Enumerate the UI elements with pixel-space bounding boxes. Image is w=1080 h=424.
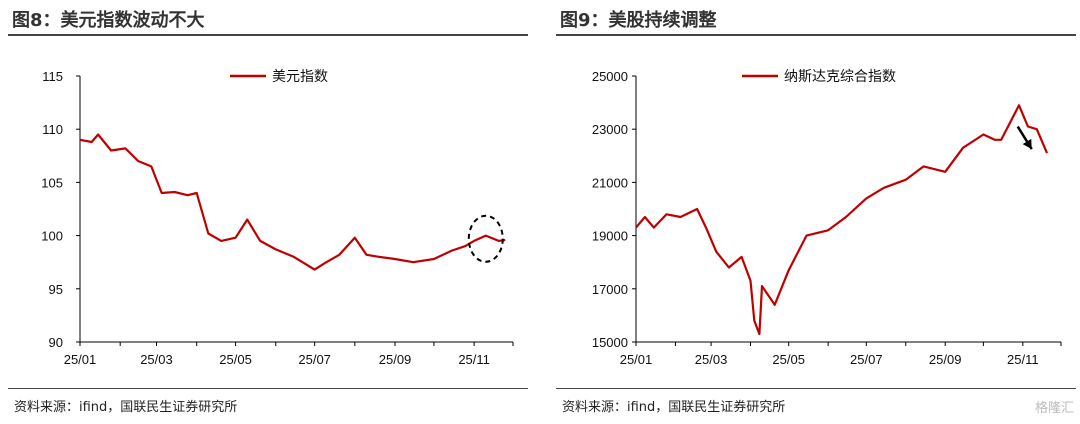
y-tick-label: 15000: [592, 335, 628, 350]
trend-arrow-head: [1022, 138, 1032, 150]
right-source-note: 资料来源：ifind，国联民生证券研究所: [562, 400, 786, 415]
right-title-rule: [556, 34, 1076, 36]
left-figure-title: 图8：美元指数波动不大: [12, 10, 205, 31]
y-tick-label: 95: [49, 282, 63, 297]
right-figure-panel: 图9：美股持续调整 15000 17000 19000 21000 23000 25000…: [556, 0, 1076, 424]
right-figure-title: 图9：美股持续调整: [560, 10, 717, 31]
x-tick-label: 25/03: [140, 352, 173, 367]
left-source-note: 资料来源：ifind，国联民生证券研究所: [14, 400, 238, 415]
y-tick-label: 110: [42, 122, 63, 137]
y-tick-label: 105: [41, 175, 63, 190]
right-source-rule: [556, 388, 1076, 389]
legend-label: 纳斯达克综合指数: [784, 69, 896, 85]
dollar-index-chart: 90 95 100 105 110 115 25/01 25/03 25/05 25/07 25/0…: [41, 69, 514, 367]
y-tick-label: 17000: [592, 282, 628, 297]
x-tick-label: 25/07: [850, 352, 883, 367]
legend-label: 美元指数: [272, 69, 328, 85]
x-tick-label: 25/07: [298, 352, 331, 367]
x-tick-label: 25/03: [695, 352, 728, 367]
x-tick-label: 25/05: [772, 352, 805, 367]
nasdaq-index-chart: 15000 17000 19000 21000 23000 25000 25/01 25/03…: [592, 69, 1062, 367]
x-tick-label: 25/01: [64, 352, 97, 367]
watermark-logo: 格隆汇: [1034, 401, 1074, 416]
y-tick-label: 90: [49, 335, 63, 350]
y-tick-label: 23000: [592, 122, 628, 137]
x-tick-label: 25/09: [929, 352, 962, 367]
y-tick-label: 25000: [592, 69, 628, 84]
x-tick-label: 25/05: [219, 352, 252, 367]
y-tick-label: 115: [42, 69, 63, 84]
y-tick-label: 100: [41, 229, 63, 244]
left-source-rule: [8, 388, 528, 389]
left-figure-panel: 图8：美元指数波动不大 90 95 100 105 110 115 25/01 25/03 25…: [8, 0, 528, 424]
series-line-0: [79, 133, 506, 271]
x-tick-label: 25/09: [379, 352, 412, 367]
x-tick-label: 25/11: [458, 352, 490, 367]
highlight-circle: [467, 214, 504, 263]
series-line-1: [635, 104, 1049, 336]
x-tick-label: 25/11: [1007, 352, 1039, 367]
y-tick-label: 19000: [592, 229, 628, 244]
y-tick-label: 21000: [592, 175, 628, 190]
x-tick-label: 25/01: [620, 352, 653, 367]
left-title-rule: [8, 34, 528, 36]
